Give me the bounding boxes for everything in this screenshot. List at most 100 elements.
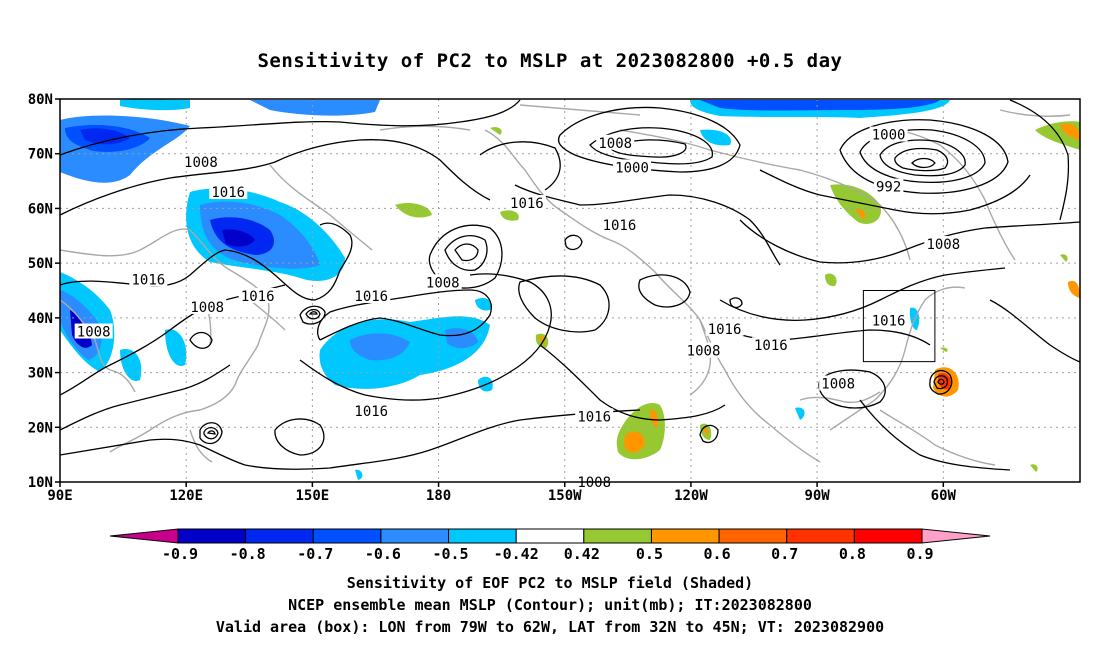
positive-shade-region: [855, 209, 866, 220]
map-frame: [59, 98, 1081, 483]
negative-shade-region: [445, 328, 478, 349]
positive-shade-region: [538, 336, 546, 345]
negative-shade-region: [700, 129, 731, 146]
footer-line-1: Sensitivity of EOF PC2 to MSLP field (Sh…: [346, 574, 754, 592]
colorbar-swatch: [786, 528, 855, 544]
contour-label-bg: [751, 337, 790, 353]
mslp-contour: [60, 364, 231, 431]
footer-line-2: NCEP ensemble mean MSLP (Contour); unit(…: [288, 596, 812, 614]
contour-label-bg: [684, 342, 723, 358]
contour-label-bg: [238, 287, 277, 303]
mslp-contour: [564, 234, 583, 251]
valid-area-box: [862, 290, 936, 363]
contour-label: 1016: [754, 338, 788, 354]
negative-shade-region: [475, 298, 492, 311]
contour-label: 1008: [190, 300, 224, 316]
mslp-contour: [739, 219, 1080, 264]
mslp-contour: [308, 311, 318, 315]
contour-label: 1016: [577, 409, 611, 425]
contour-label-bg: [209, 184, 248, 200]
coastline: [999, 109, 1071, 117]
colorbar-label: 0.5: [636, 545, 663, 563]
mslp-contour: [859, 399, 1011, 471]
mslp-contour: [60, 99, 521, 156]
coastline: [60, 228, 270, 453]
contour-label: 1016: [241, 289, 275, 305]
coastline: [269, 164, 373, 251]
mslp-contour: [206, 430, 216, 435]
mslp-contour: [818, 369, 886, 409]
mslp-contour: [518, 275, 610, 333]
contour-label-bg: [188, 298, 227, 314]
contour-label-bg: [352, 287, 391, 303]
contour-label: 992: [876, 180, 901, 196]
mslp-contour: [199, 422, 223, 445]
graticule: [60, 99, 1080, 482]
mslp-contour: [608, 139, 687, 158]
mslp-contour: [189, 331, 213, 349]
mslp-contour: [514, 184, 781, 266]
mslp-contour: [937, 378, 945, 385]
lon-label: 150W: [548, 488, 582, 504]
contour-label-bg: [423, 274, 462, 290]
mslp-contour: [989, 299, 1080, 363]
colorbar-swatch: [312, 528, 382, 544]
contour-labels: 1008 1000 1000 992 1008 1016 1016 1016 1008 1016 1…: [74, 126, 963, 491]
colorbar-label: -0.9: [162, 545, 198, 563]
contour-label: 1008: [926, 237, 960, 253]
mslp-contour: [305, 308, 321, 320]
colorbar-label: 0.42: [564, 545, 600, 563]
mslp-contour: [299, 273, 552, 401]
coastline: [689, 319, 712, 396]
contour-label-bg: [924, 235, 963, 251]
positive-shade-region: [1060, 123, 1080, 140]
lon-label: 120W: [674, 488, 708, 504]
mslp-contour: [317, 289, 492, 341]
mslp-contour: [759, 169, 1031, 215]
lon-label: 120E: [169, 488, 203, 504]
mslp-contour: [894, 147, 949, 172]
mslp-contour: [638, 274, 691, 308]
colorbar-label: -0.6: [365, 545, 401, 563]
contour-label-bg: [869, 126, 908, 142]
mslp-contour: [929, 369, 953, 395]
contour-label-bg: [352, 402, 391, 418]
contour-label-bg: [575, 408, 614, 424]
colorbar-swatch: [448, 528, 517, 544]
footer-line-3: Valid area (box): LON from 79W to 62W, L…: [215, 618, 885, 636]
positive-shade-region: [500, 210, 519, 221]
coastline: [879, 128, 1016, 261]
contour-label: 1008: [77, 325, 111, 341]
contour-label: 1008: [821, 377, 855, 393]
mslp-contour: [557, 106, 741, 173]
mslp-contour: [699, 424, 719, 444]
positive-shade-region: [1030, 464, 1038, 472]
mslp-contour: [454, 243, 479, 262]
colorbar-label: 0.6: [704, 545, 731, 563]
mslp-contour: [729, 297, 743, 309]
mslp-contour: [299, 305, 326, 325]
positive-shade-region: [624, 431, 645, 453]
negative-shade-region: [700, 100, 940, 111]
colorbar-swatch: [583, 528, 652, 544]
mslp-contour: [60, 139, 491, 216]
lat-label: 70N: [28, 147, 53, 163]
contour-label: 1016: [354, 404, 388, 420]
colorbar-swatch: [718, 528, 788, 544]
mslp-contour: [911, 157, 936, 169]
contour-label: 1008: [184, 155, 218, 171]
mslp-contour: [879, 139, 966, 177]
lon-label: 180: [426, 488, 451, 504]
mslp-contour: [589, 127, 713, 165]
coastline: [519, 104, 641, 116]
lat-label: 30N: [28, 366, 53, 382]
colorbar-label: 0.7: [771, 545, 798, 563]
colorbar-label: 0.9: [906, 545, 933, 563]
coastline: [619, 129, 911, 261]
colorbar-label: -0.5: [432, 545, 468, 563]
positive-shade-region: [650, 409, 659, 428]
lon-label: 60W: [931, 488, 957, 504]
mslp-contour: [274, 418, 325, 456]
